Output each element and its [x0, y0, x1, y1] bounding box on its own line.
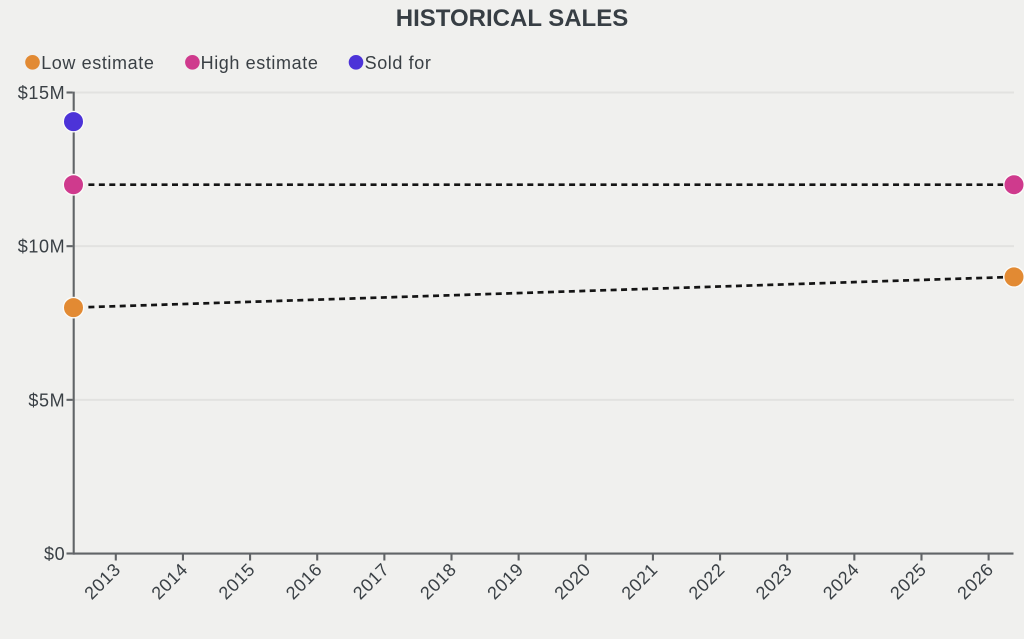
svg-text:High estimate: High estimate [201, 53, 319, 73]
svg-text:$10M: $10M [18, 237, 65, 257]
svg-text:$5M: $5M [28, 390, 65, 410]
svg-text:$0: $0 [44, 544, 65, 564]
svg-text:$15M: $15M [18, 83, 65, 103]
svg-text:Low estimate: Low estimate [41, 53, 154, 73]
svg-text:Sold for: Sold for [365, 53, 432, 73]
svg-text:HISTORICAL SALES: HISTORICAL SALES [396, 5, 628, 32]
